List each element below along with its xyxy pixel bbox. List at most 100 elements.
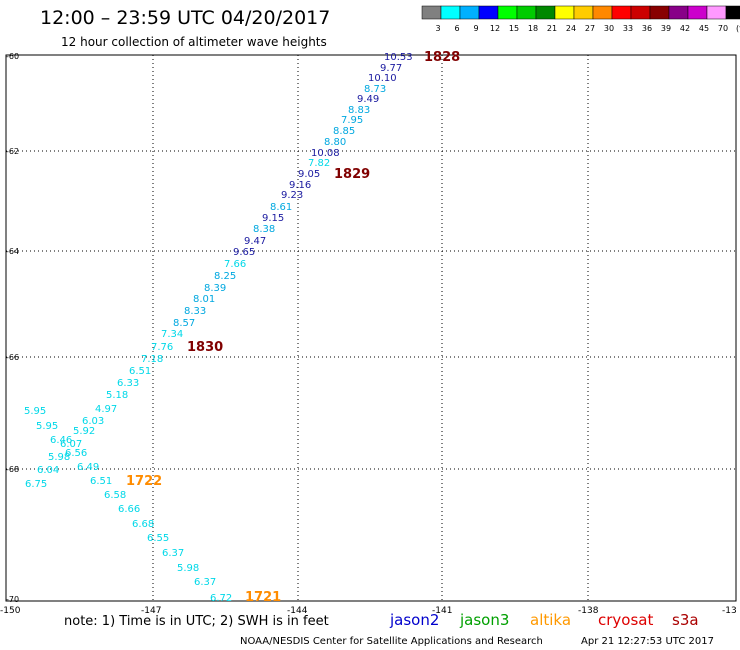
- lat-label: -60: [6, 52, 19, 61]
- lon-label: -144: [287, 606, 308, 616]
- legend-label: 3: [435, 24, 440, 33]
- wave-height-value: 10.53: [384, 52, 413, 63]
- legend-label: 27: [585, 24, 595, 33]
- wave-height-value: 6.51: [90, 476, 112, 487]
- legend-label: 45: [699, 24, 709, 33]
- footer-note: note: 1) Time is in UTC; 2) SWH is in fe…: [64, 614, 329, 629]
- legend-label: 9: [473, 24, 478, 33]
- wave-height-value: 6.75: [25, 479, 47, 490]
- observation-track: 10.539.7710.108.739.498.837.958.858.8010…: [24, 52, 413, 604]
- pass-time-label: 1722: [126, 474, 162, 489]
- wave-height-value: 6.66: [118, 504, 140, 515]
- legend-label: 33: [623, 24, 633, 33]
- wave-height-value: 5.98: [48, 452, 70, 463]
- wave-height-value: 8.25: [214, 271, 236, 282]
- wave-height-value: 5.92: [73, 426, 95, 437]
- wave-height-value: 5.95: [24, 406, 46, 417]
- wave-height-value: 6.37: [162, 548, 184, 559]
- wave-height-value: 8.38: [253, 224, 275, 235]
- wave-height-value: 7.34: [161, 329, 183, 340]
- lat-label: -66: [6, 353, 19, 362]
- lat-label: -70: [6, 595, 19, 604]
- wave-height-value: 8.85: [333, 126, 355, 137]
- wave-height-value: 7.95: [341, 115, 363, 126]
- wave-height-value: 6.68: [132, 519, 154, 530]
- legend-swatch: [706, 5, 727, 20]
- legend-swatch: [611, 5, 632, 20]
- legend-label: 70: [718, 24, 728, 33]
- lon-label: -141: [432, 606, 452, 616]
- wave-height-value: 6.04: [37, 465, 59, 476]
- wave-height-value: 7.76: [151, 342, 173, 353]
- map-subtitle: 12 hour collection of altimeter wave hei…: [61, 35, 327, 49]
- wave-height-value: 9.77: [380, 63, 402, 74]
- legend-swatch: [554, 5, 575, 20]
- wave-height-value: 6.56: [65, 448, 87, 459]
- legend-label: (ft): [736, 24, 740, 33]
- graticule: [6, 55, 736, 601]
- legend-label: 42: [680, 24, 690, 33]
- legend-label: 36: [642, 24, 652, 33]
- satellite-name: cryosat: [598, 611, 653, 629]
- wave-height-value: 9.47: [244, 236, 266, 247]
- wave-height-value: 8.73: [364, 84, 386, 95]
- wave-height-value: 6.55: [147, 533, 169, 544]
- wave-height-value: 7.18: [141, 354, 163, 365]
- wave-height-value: 8.57: [173, 318, 195, 329]
- satellite-name: jason3: [459, 611, 509, 629]
- wave-height-value: 6.51: [129, 366, 151, 377]
- legend-label: 12: [490, 24, 500, 33]
- wave-height-value: 7.66: [224, 259, 246, 270]
- wave-height-value: 6.03: [82, 416, 104, 427]
- legend-swatch: [421, 5, 442, 20]
- legend-swatch: [725, 5, 740, 20]
- legend-swatch: [668, 5, 689, 20]
- lon-label: -150: [0, 606, 21, 616]
- legend-label: 24: [566, 24, 576, 33]
- lon-label: -147: [141, 606, 161, 616]
- pass-time-label: 1721: [245, 590, 281, 605]
- wave-height-value: 8.33: [184, 306, 206, 317]
- legend-label: 6: [454, 24, 459, 33]
- wave-height-value: 9.65: [233, 247, 255, 258]
- wave-height-value: 9.05: [298, 169, 320, 180]
- legend-swatch: [478, 5, 499, 20]
- credit-text: NOAA/NESDIS Center for Satellite Applica…: [240, 636, 543, 647]
- satellite-name: jason2: [389, 611, 439, 629]
- wave-height-value: 8.83: [348, 105, 370, 116]
- wave-height-value: 6.46: [50, 435, 72, 446]
- legend-swatch: [573, 5, 594, 20]
- satellite-name: altika: [530, 611, 571, 629]
- lon-label: -138: [578, 606, 599, 616]
- wave-height-value: 9.15: [262, 213, 284, 224]
- map-frame: [5, 54, 737, 602]
- lon-label: -13: [722, 606, 737, 616]
- pass-time-label: 1830: [187, 340, 223, 355]
- wave-height-value: 6.49: [77, 462, 99, 473]
- wave-height-value: 6.37: [194, 577, 216, 588]
- legend-label: 39: [661, 24, 671, 33]
- legend-label: 30: [604, 24, 614, 33]
- lat-label: -64: [6, 247, 19, 256]
- legend-swatch: [592, 5, 613, 20]
- pass-time-label: 1828: [424, 50, 460, 65]
- satellite-legend: jason2 jason3 altika cryosat s3a: [389, 611, 699, 629]
- wave-height-value: 5.95: [36, 421, 58, 432]
- wave-height-value: 6.07: [60, 439, 82, 450]
- map-title: 12:00 – 23:59 UTC 04/20/2017: [40, 7, 330, 29]
- wave-height-value: 8.39: [204, 283, 226, 294]
- legend-label: 21: [547, 24, 557, 33]
- satellite-name: s3a: [672, 611, 699, 629]
- legend-swatch: [459, 5, 480, 20]
- lat-label: -68: [6, 465, 19, 474]
- wave-height-value: 6.33: [117, 378, 139, 389]
- legend-swatch: [630, 5, 651, 20]
- legend-label: 15: [509, 24, 519, 33]
- time-stamps: 1828 1829 1830 1722 1721: [126, 50, 460, 605]
- wave-height-value: 7.82: [308, 158, 330, 169]
- wave-height-value: 5.98: [177, 563, 199, 574]
- wave-height-value: 8.80: [324, 137, 346, 148]
- wave-height-value: 9.23: [281, 190, 303, 201]
